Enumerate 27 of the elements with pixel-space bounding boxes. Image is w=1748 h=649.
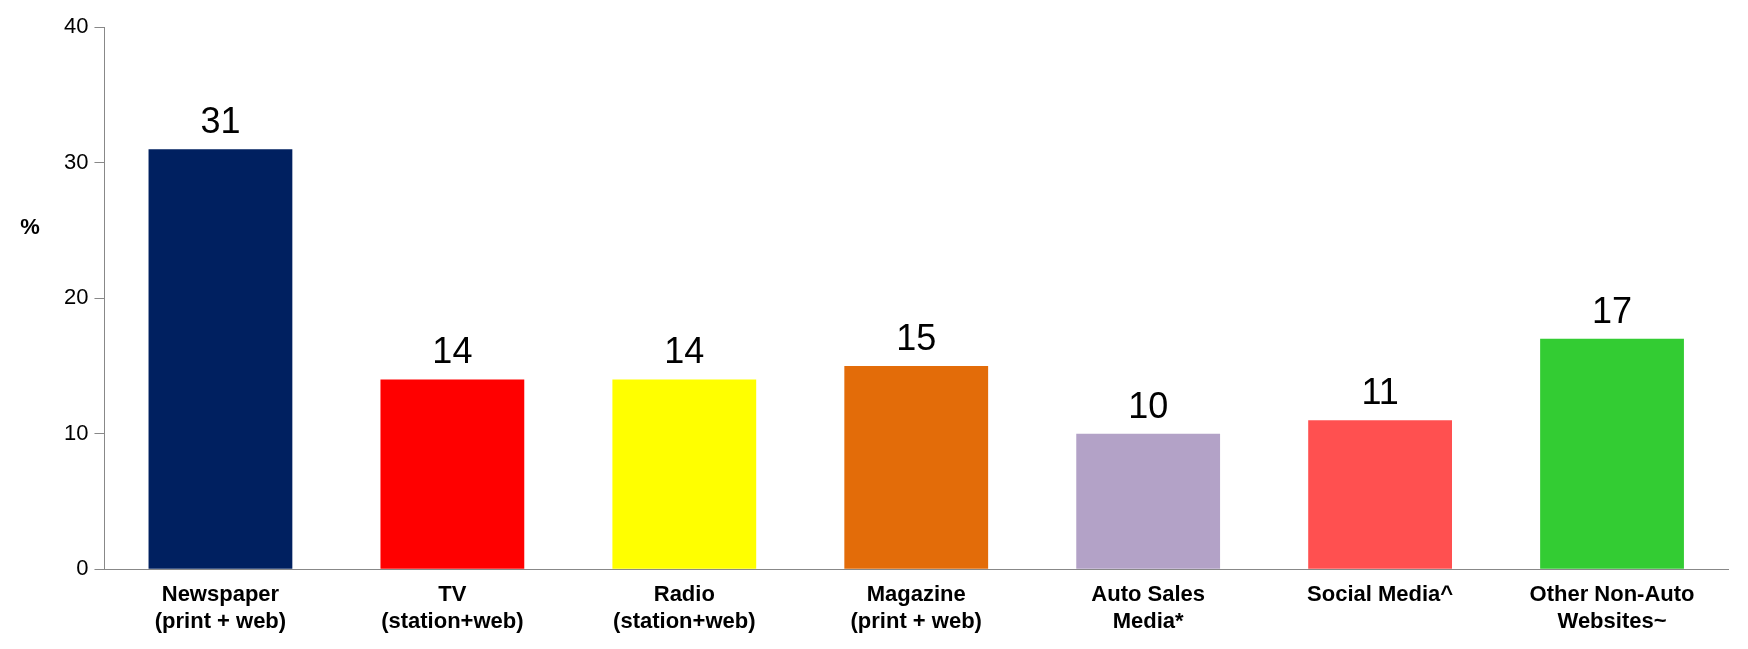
x-tick-label: Magazine (print + web) — [850, 581, 982, 633]
bar — [1076, 433, 1221, 569]
y-tick-label: 40 — [63, 13, 89, 39]
x-tick-label: Social Media^ — [1307, 581, 1454, 607]
y-tick-label: 0 — [76, 555, 89, 581]
y-tick-label: 30 — [63, 148, 89, 174]
data-label: 14 — [432, 330, 473, 372]
y-tick-label: 10 — [63, 419, 89, 445]
bar — [380, 379, 525, 569]
data-label: 17 — [1592, 289, 1633, 331]
bar — [844, 365, 989, 569]
data-label: 14 — [664, 330, 705, 372]
bar — [612, 379, 757, 569]
data-label: 11 — [1361, 371, 1399, 413]
bar — [1540, 338, 1684, 569]
data-label: 31 — [200, 100, 241, 142]
data-label: 10 — [1128, 384, 1169, 426]
x-tick-label: Newspaper (print + web) — [154, 581, 287, 633]
y-axis-title: % — [20, 213, 40, 239]
x-tick-label: Other Non-Auto Websites~ — [1529, 581, 1695, 633]
y-tick-label: 20 — [63, 284, 89, 310]
x-tick-label: TV (station+web) — [381, 581, 524, 633]
x-tick-label: Radio (station+web) — [613, 581, 756, 633]
bar — [148, 149, 293, 569]
data-label: 15 — [896, 316, 937, 358]
bar — [1308, 420, 1452, 569]
x-tick-label: Auto Sales Media* — [1091, 581, 1206, 633]
